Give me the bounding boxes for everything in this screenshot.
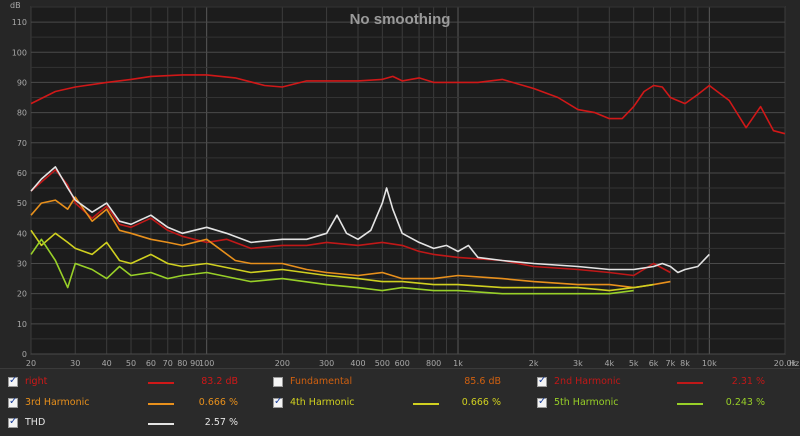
y-tick-label: 90 [17, 78, 27, 87]
series-line-5th-harmonic [30, 238, 634, 295]
legend-label: THD [25, 417, 46, 428]
x-axis-label: Hz [789, 359, 799, 368]
x-tick-label: 600 [395, 359, 410, 368]
legend-label: 3rd Harmonic [25, 397, 90, 408]
x-tick-label: 70 [163, 359, 173, 368]
legend-item-right[interactable]: right 83.2 dB [8, 375, 268, 392]
x-tick-label: 7k [666, 359, 676, 368]
x-tick-label: 800 [426, 359, 441, 368]
legend-swatch [148, 423, 174, 425]
legend-item-thd[interactable]: THD 2.57 % [8, 416, 268, 433]
legend-item-fundamental[interactable]: Fundamental 85.6 dB [273, 376, 533, 392]
legend-item-4th-harmonic[interactable]: 4th Harmonic 0.666 % [273, 396, 533, 413]
x-tick-label: 200 [275, 359, 290, 368]
series-line-right [30, 74, 786, 135]
x-tick-label: 1k [453, 359, 463, 368]
legend-value: 2.31 % [731, 376, 765, 387]
checkbox-4th-harmonic[interactable] [273, 396, 283, 408]
legend-label: 2nd Harmonic [554, 376, 621, 387]
series-line-3rd-harmonic [30, 196, 671, 289]
legend-item-3rd-harmonic[interactable]: 3rd Harmonic 0.666 % [8, 396, 268, 413]
x-tick-label: 400 [350, 359, 365, 368]
legend-swatch [413, 403, 439, 405]
legend-value: 0.666 % [198, 397, 238, 408]
checkbox-5th-harmonic[interactable] [537, 396, 547, 408]
checkbox-fundamental[interactable] [273, 377, 283, 387]
series-line-thd [30, 166, 710, 274]
legend-value: 2.57 % [204, 417, 238, 428]
legend-value: 85.6 dB [464, 376, 501, 387]
series-line-4th-harmonic [30, 229, 654, 292]
legend-value: 83.2 dB [201, 376, 238, 387]
legend-swatch [677, 382, 703, 384]
x-tick-label: 80 [177, 359, 187, 368]
x-tick-label: 300 [319, 359, 334, 368]
y-axis-label: dB [10, 1, 21, 10]
x-tick-label: 4k [604, 359, 614, 368]
checkbox-2nd-harmonic[interactable] [537, 375, 547, 387]
x-tick-label: 20.0k [774, 359, 797, 368]
series-line-2nd-harmonic [30, 169, 671, 277]
legend-swatch [148, 382, 174, 384]
y-tick-label: 40 [17, 229, 27, 238]
legend-label: 5th Harmonic [554, 397, 619, 408]
x-tick-label: 50 [126, 359, 136, 368]
y-tick-label: 20 [17, 290, 27, 299]
x-tick-label: 10k [702, 359, 717, 368]
x-tick-label: 2k [529, 359, 539, 368]
legend-item-2nd-harmonic[interactable]: 2nd Harmonic 2.31 % [537, 375, 795, 392]
legend-panel: right 83.2 dB Fundamental 85.6 dB 2nd Ha… [0, 368, 800, 436]
y-tick-label: 60 [17, 169, 27, 178]
x-tick-label: 60 [146, 359, 156, 368]
y-tick-label: 0 [22, 350, 27, 359]
legend-value: 0.666 % [461, 397, 501, 408]
x-tick-label: 30 [70, 359, 80, 368]
x-tick-label: 90 [190, 359, 200, 368]
x-tick-label: 500 [375, 359, 390, 368]
y-tick-label: 80 [17, 109, 27, 118]
chart-title: No smoothing [350, 11, 451, 28]
checkbox-thd[interactable] [8, 416, 18, 428]
x-tick-label: 6k [649, 359, 659, 368]
y-tick-label: 110 [12, 18, 27, 27]
checkbox-right[interactable] [8, 375, 18, 387]
y-tick-label: 30 [17, 259, 27, 268]
x-tick-label: 40 [102, 359, 112, 368]
y-tick-label: 100 [12, 48, 27, 57]
x-tick-label: 3k [573, 359, 583, 368]
x-tick-label: 100 [199, 359, 214, 368]
y-tick-label: 70 [17, 139, 27, 148]
legend-value: 0.243 % [725, 397, 765, 408]
legend-item-5th-harmonic[interactable]: 5th Harmonic 0.243 % [537, 396, 795, 413]
legend-label: 4th Harmonic [290, 397, 355, 408]
y-tick-label: 50 [17, 199, 27, 208]
legend-swatch [677, 403, 703, 405]
y-tick-label: 10 [17, 320, 27, 329]
x-tick-label: 8k [680, 359, 690, 368]
legend-label: Fundamental [290, 376, 353, 387]
legend-label: right [25, 376, 48, 387]
x-tick-label: 5k [629, 359, 639, 368]
checkbox-3rd-harmonic[interactable] [8, 396, 18, 408]
x-tick-label: 20 [26, 359, 36, 368]
legend-swatch [148, 403, 174, 405]
